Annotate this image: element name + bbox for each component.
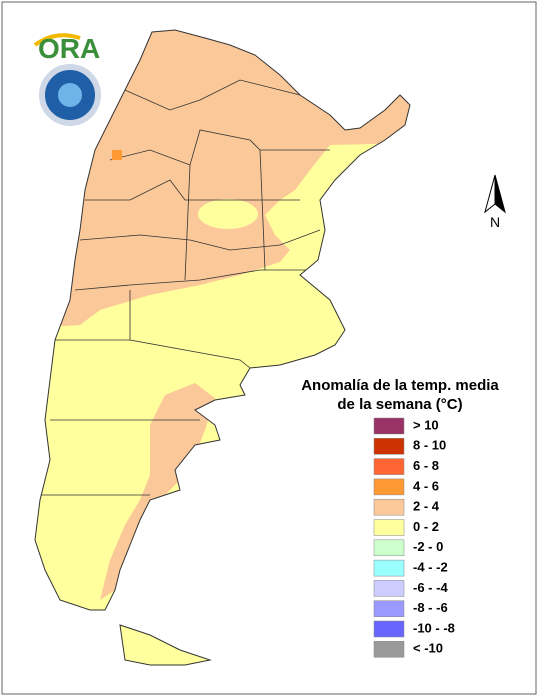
legend-label: > 10 — [413, 417, 439, 432]
zone-2-4-south — [100, 383, 215, 600]
country-outline — [34, 29, 411, 666]
logo-text: ORA — [38, 33, 100, 64]
legend-swatch — [373, 559, 405, 577]
logo-swoosh — [33, 33, 81, 47]
legend-title: de la semana (°C) — [337, 396, 462, 413]
legend-swatch — [373, 580, 405, 597]
legend-label: -6 - -4 — [413, 580, 448, 595]
legend-swatch — [373, 641, 405, 658]
province-borders — [40, 79, 330, 496]
north-label: N — [490, 214, 500, 230]
legend-label: 0 - 2 — [413, 519, 439, 534]
logo: ORA — [33, 33, 101, 126]
zone-4-6 — [112, 150, 122, 160]
legend-label: 2 - 4 — [413, 499, 440, 514]
legend-label: -2 - 0 — [413, 539, 443, 554]
legend-swatch — [373, 498, 405, 516]
zone-0-2-island — [198, 199, 258, 229]
north-arrow-right — [494, 174, 506, 214]
legend-swatch — [373, 620, 405, 638]
legend-swatch — [373, 539, 405, 557]
legend-title: Anomalía de la temp. media — [301, 377, 499, 394]
legend: Anomalía de la temp. media de la semana (… — [301, 377, 499, 658]
legend-swatch — [373, 478, 405, 496]
legend-label: -10 - -8 — [413, 620, 455, 635]
legend-label: 8 - 10 — [413, 438, 446, 453]
legend-swatch — [373, 417, 405, 435]
legend-swatch — [373, 458, 405, 475]
legend-swatch — [373, 600, 405, 617]
legend-label: -4 - -2 — [413, 560, 448, 575]
legend-swatch — [373, 438, 405, 455]
legend-label: -8 - -6 — [413, 600, 448, 615]
legend-label: 4 - 6 — [413, 478, 439, 493]
logo-seal-center — [58, 83, 82, 107]
legend-swatch — [373, 519, 405, 536]
north-arrow: N — [484, 174, 506, 230]
legend-label: < -10 — [413, 641, 443, 656]
legend-label: 6 - 8 — [413, 458, 439, 473]
